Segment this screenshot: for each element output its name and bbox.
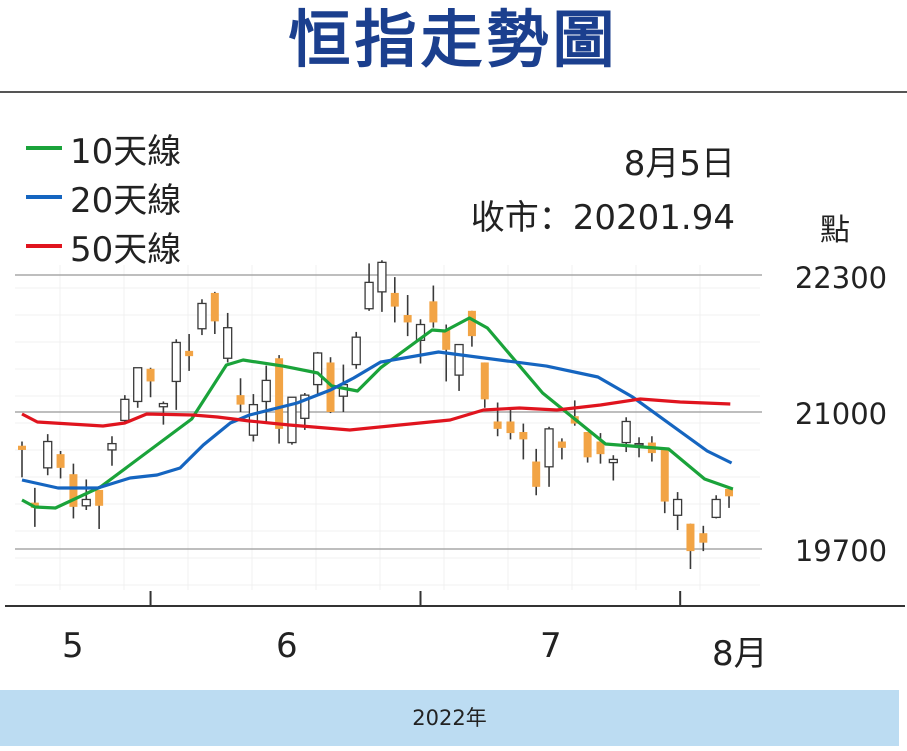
y-axis-unit: 點: [820, 213, 850, 248]
x-tick-label: 5: [62, 626, 84, 666]
candle-down: [480, 362, 489, 400]
candle-up: [158, 402, 169, 408]
candle-down: [583, 432, 592, 458]
candle-down: [390, 292, 399, 307]
candle-down: [596, 441, 605, 455]
candle-up: [313, 352, 323, 386]
x-tick-label: 7: [540, 626, 562, 666]
candle-up: [711, 498, 721, 519]
candle-up: [81, 498, 91, 507]
candle-up: [107, 442, 117, 451]
candle-up: [261, 379, 271, 403]
candle-up: [621, 420, 631, 444]
candle-down: [660, 449, 669, 502]
year-label: 2022年: [412, 706, 487, 730]
candle-up: [120, 398, 130, 422]
legend-item-ma50: 50天線: [26, 226, 181, 270]
moving-average-line: [21, 397, 731, 432]
y-tick-label: 21000: [794, 397, 888, 431]
legend-item-ma20: 20天線: [26, 177, 181, 221]
candle-down: [275, 358, 284, 429]
legend-label: 10天線: [70, 131, 182, 172]
legend-label: 20天線: [70, 180, 182, 221]
candle-down: [506, 421, 515, 434]
candle-up: [608, 458, 618, 464]
legend-swatch-green: [26, 146, 62, 150]
candle-up: [672, 498, 683, 516]
moving-average-line: [21, 350, 733, 490]
legend-swatch-red: [26, 244, 62, 248]
y-tick-label: 19700: [794, 534, 888, 568]
candle-down: [557, 441, 566, 448]
info-close: 收市：20201.94: [470, 198, 735, 238]
candle-up: [454, 343, 464, 376]
candle-up: [287, 396, 297, 444]
candle-down: [699, 533, 708, 543]
candle-up: [300, 394, 310, 419]
candle-down: [236, 395, 245, 405]
candle-up: [133, 367, 143, 403]
candle-down: [146, 368, 155, 382]
candle-down: [210, 292, 219, 322]
candle-down: [442, 329, 451, 350]
legend-label: 50天線: [70, 229, 182, 270]
candle-up: [171, 341, 181, 383]
candle-down: [493, 421, 502, 429]
candle-down: [185, 350, 194, 357]
candle-down: [18, 445, 26, 450]
candle-down: [95, 489, 104, 506]
chart-title: 恒指走勢圖: [288, 3, 619, 76]
x-tick-label: 6: [276, 626, 298, 666]
candle-down: [429, 301, 438, 323]
candle-up: [197, 302, 207, 330]
year-band: 2022年: [0, 690, 899, 746]
x-tick-label: 8月: [712, 634, 768, 674]
candle-up: [377, 261, 387, 293]
legend-swatch-blue: [26, 195, 62, 199]
legend-item-ma10: 10天線: [26, 128, 181, 172]
info-date: 8月5日: [623, 144, 735, 184]
y-tick-label: 22300: [794, 261, 888, 295]
candle-down: [519, 432, 528, 440]
candle-up: [544, 428, 554, 468]
candle-down: [467, 310, 476, 337]
moving-average-line: [21, 316, 734, 510]
candle-down: [56, 454, 65, 468]
candle-down: [725, 488, 734, 497]
candle-down: [686, 523, 695, 552]
candle-up: [43, 440, 53, 469]
candle-down: [403, 315, 412, 323]
title-divider: [0, 91, 907, 93]
candle-down: [69, 474, 78, 507]
candle-down: [532, 461, 541, 487]
candle-up: [364, 281, 374, 310]
candle-down: [326, 362, 335, 413]
candle-up: [223, 327, 233, 359]
candle-up: [351, 336, 361, 366]
